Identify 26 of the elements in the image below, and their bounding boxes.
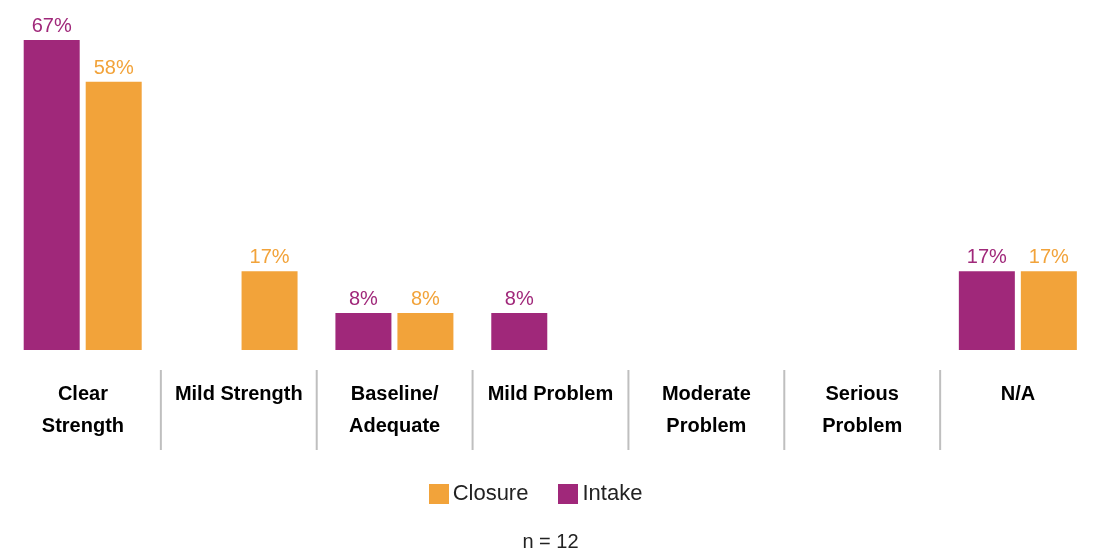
text: n = 12 <box>521 530 580 553</box>
bar <box>491 312 548 350</box>
data-label: 17% <box>249 245 290 268</box>
x-tick-label: Moderate Problem <box>661 382 751 436</box>
x-tick-label: Mild Problem <box>487 382 614 404</box>
x-tick-label: Baseline/ Adequate <box>349 382 441 436</box>
bar <box>397 312 454 350</box>
x-tick-label: Serious Problem <box>822 382 903 436</box>
data-label: 8% <box>410 286 441 309</box>
x-tick-label: Clear Strength <box>41 382 125 436</box>
bar <box>241 271 298 350</box>
data-label: 58% <box>93 55 134 78</box>
x-tick-label: N/A <box>1000 382 1036 404</box>
data-label: 17% <box>966 245 1008 268</box>
x-tick-label: Mild Strength <box>174 382 303 404</box>
legend-label: Intake <box>582 480 643 505</box>
legend-label: Closure <box>452 480 529 505</box>
data-label: 67% <box>31 14 72 36</box>
bar <box>335 312 392 350</box>
bar <box>958 271 1015 350</box>
data-label: 8% <box>348 286 379 309</box>
data-label: 17% <box>1028 245 1070 268</box>
data-label: 8% <box>504 286 534 309</box>
bar <box>23 40 80 350</box>
bar <box>85 81 142 350</box>
bar <box>1020 271 1077 350</box>
